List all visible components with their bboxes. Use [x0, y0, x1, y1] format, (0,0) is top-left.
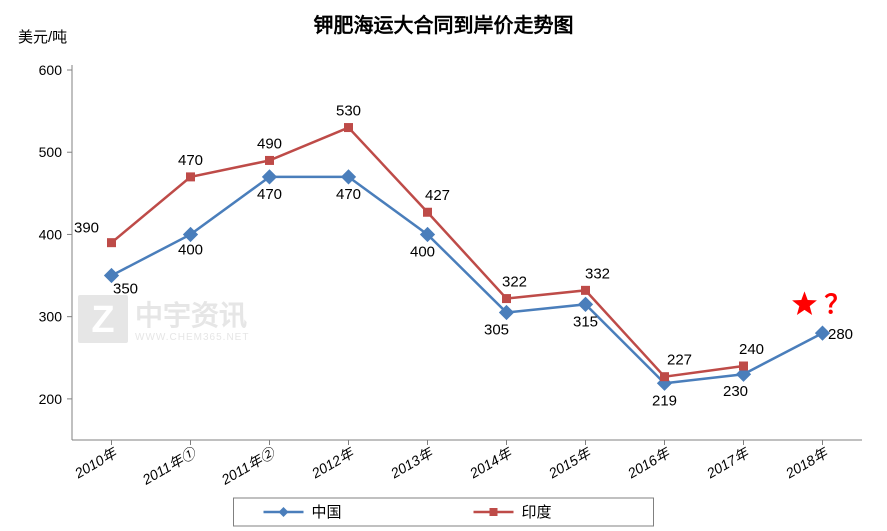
data-label-印度: 490	[257, 135, 282, 152]
series-marker-印度	[740, 362, 748, 370]
y-tick-label: 200	[39, 391, 63, 407]
x-tick-label: 2018年	[782, 444, 832, 482]
data-label-印度: 470	[178, 152, 203, 169]
data-label-中国: 230	[723, 383, 748, 400]
watermark-url: WWW.CHEM365.NET	[135, 332, 249, 343]
x-tick-label: 2016年	[624, 444, 674, 482]
y-tick-label: 300	[39, 309, 63, 325]
chart-title: 钾肥海运大合同到岸价走势图	[314, 13, 574, 37]
series-marker-印度	[187, 173, 195, 181]
y-axis-unit: 美元/吨	[18, 29, 67, 46]
data-label-印度: 332	[585, 265, 610, 282]
x-tick-label: 2010年	[71, 444, 121, 482]
x-tick-label: 2013年	[387, 444, 437, 482]
watermark-text: 中宇资讯	[135, 300, 247, 331]
data-label-印度: 322	[502, 274, 527, 291]
data-label-中国: 305	[484, 322, 509, 339]
data-label-中国: 470	[336, 186, 361, 203]
svg-text:Z: Z	[91, 299, 114, 341]
series-marker-印度	[345, 124, 353, 132]
series-line-中国	[112, 177, 823, 383]
data-label-印度: 240	[739, 341, 764, 358]
data-label-中国: 350	[113, 281, 138, 298]
series-marker-印度	[424, 208, 432, 216]
x-tick-label: 2014年	[466, 444, 516, 482]
legend-item: 中国	[312, 504, 342, 521]
data-label-印度: 427	[425, 187, 450, 204]
series-marker-印度	[503, 295, 511, 303]
y-tick-label: 400	[39, 226, 63, 242]
x-tick-label: 2012年	[308, 444, 358, 482]
data-label-印度: 227	[667, 352, 692, 369]
series-marker-印度	[582, 286, 590, 294]
y-tick-label: 600	[39, 62, 63, 78]
data-label-中国: 400	[178, 241, 203, 258]
data-label-中国: 400	[410, 243, 435, 260]
data-label-中国: 280	[828, 326, 853, 343]
data-label-印度: 390	[74, 220, 99, 237]
series-marker-印度	[266, 156, 274, 164]
data-label-中国: 470	[257, 186, 282, 203]
chart-svg: Z 中宇资讯WWW.CHEM365.NET 钾肥海运大合同到岸价走势图美元/吨 200…	[0, 0, 887, 531]
x-tick-label: 2017年	[703, 444, 753, 482]
x-tick-label: 2011年②	[218, 444, 279, 488]
data-label-中国: 219	[652, 392, 677, 409]
series-marker-印度	[661, 373, 669, 381]
y-tick-label: 500	[39, 144, 63, 160]
star-icon	[792, 291, 817, 315]
series-marker-印度	[108, 239, 116, 247]
legend-item: 印度	[522, 504, 552, 521]
x-tick-label: 2011年①	[139, 444, 200, 488]
question-mark: ？	[825, 289, 851, 319]
chart-container: Z 中宇资讯WWW.CHEM365.NET 钾肥海运大合同到岸价走势图美元/吨 200…	[0, 0, 887, 531]
data-label-中国: 315	[573, 313, 598, 330]
data-label-印度: 530	[336, 103, 361, 120]
watermark: Z 中宇资讯WWW.CHEM365.NET	[78, 295, 249, 343]
x-tick-label: 2015年	[545, 444, 595, 482]
